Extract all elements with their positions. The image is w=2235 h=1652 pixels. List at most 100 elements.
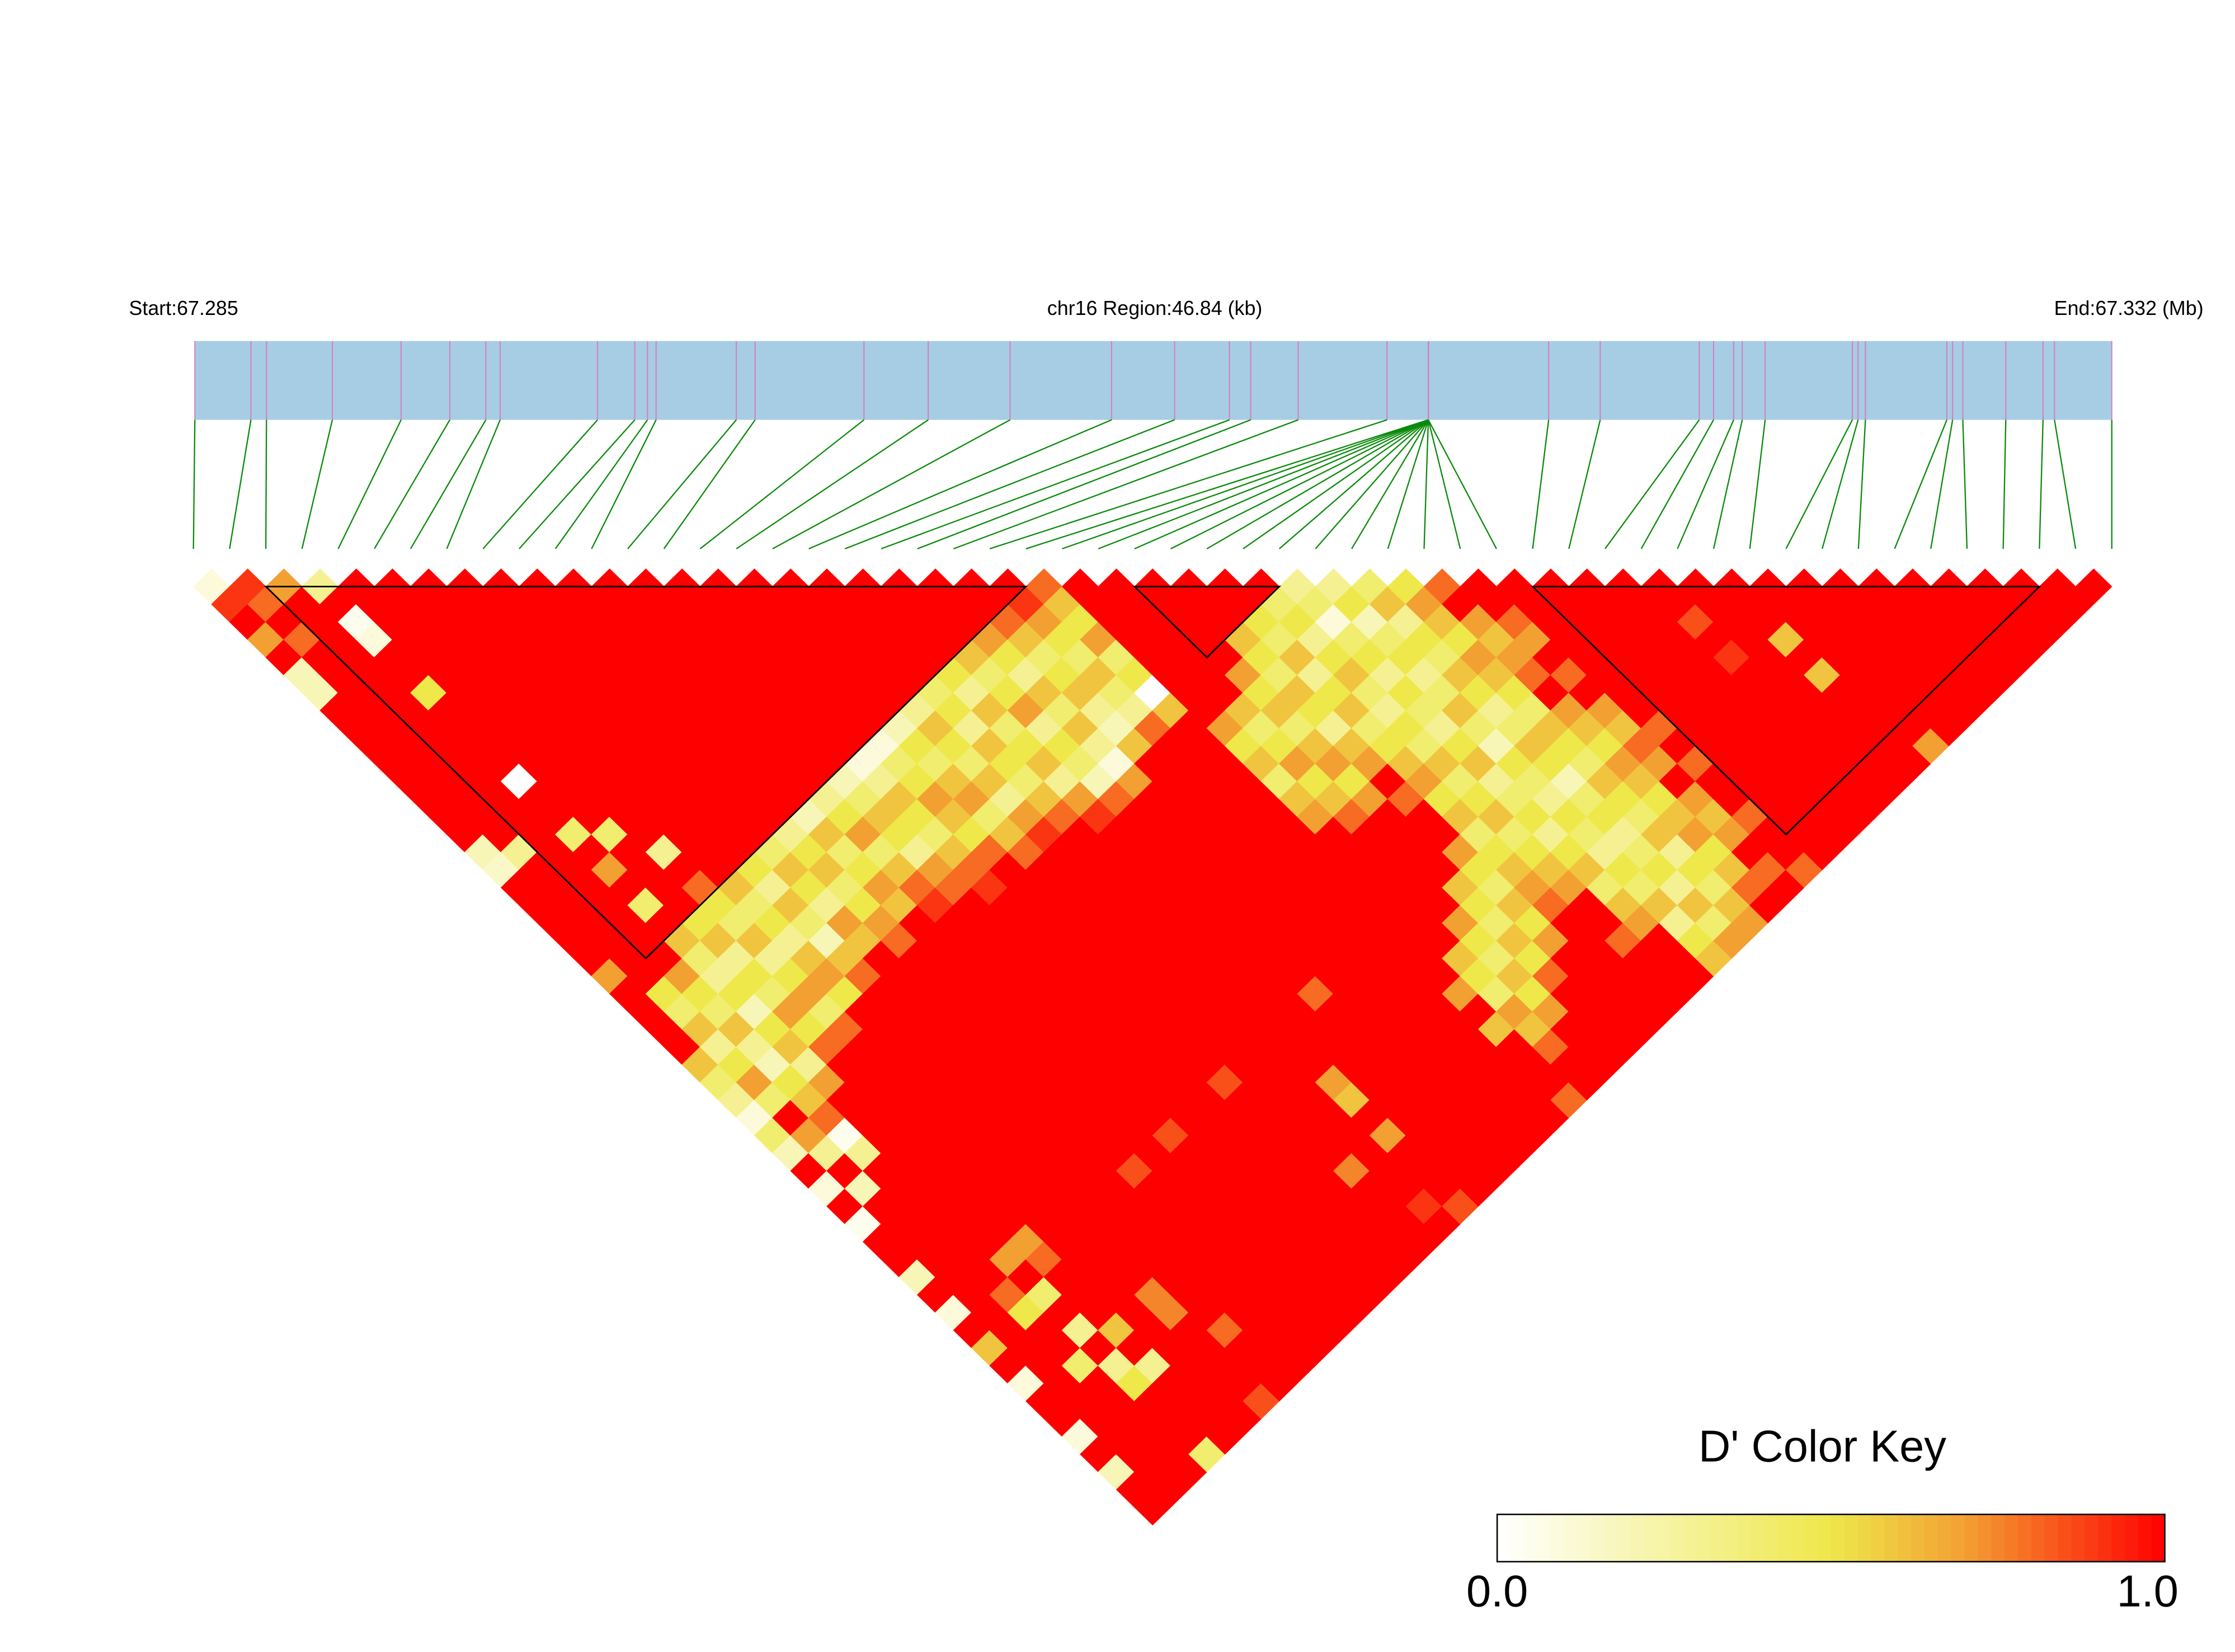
snp-link [554, 419, 648, 549]
color-key-step [1523, 1514, 1538, 1562]
color-key-step [1617, 1514, 1631, 1562]
color-key-step [1777, 1514, 1791, 1562]
snp-link [301, 420, 333, 549]
color-key-step [2071, 1514, 2086, 1562]
color-key-step [1671, 1514, 1685, 1562]
start-label: Start:67.285 [129, 297, 238, 319]
color-key-step [1964, 1514, 1979, 1562]
color-key-step [1644, 1514, 1658, 1562]
color-key-step [2017, 1514, 2032, 1562]
end-label: End:67.332 (Mb) [2054, 297, 2204, 319]
color-key-step [2005, 1514, 2018, 1562]
snp-link [1387, 420, 1429, 549]
color-key-step [1537, 1514, 1551, 1562]
color-key-step [1630, 1514, 1645, 1562]
snp-link [410, 419, 487, 549]
snp-link [1930, 420, 1954, 549]
color-key-step [1991, 1514, 2005, 1562]
snp-link [1025, 419, 1429, 550]
color-key-step [1711, 1514, 1725, 1562]
snp-link [1351, 419, 1429, 549]
color-key-step [1577, 1514, 1591, 1562]
snp-link [1427, 420, 1461, 549]
snp-link [229, 420, 252, 549]
color-key-step [1511, 1514, 1524, 1562]
color-key-step [2044, 1514, 2059, 1562]
color-key-step [2151, 1514, 2166, 1562]
color-key-step [2124, 1514, 2139, 1562]
color-key-step [1684, 1514, 1698, 1562]
snp-link [1206, 419, 1429, 549]
color-key-step [1871, 1514, 1885, 1562]
ld-cell [2075, 568, 2112, 605]
color-key-tick-label: 0.0 [1466, 1566, 1528, 1616]
color-key-step [2058, 1514, 2072, 1562]
color-key-step [1884, 1514, 1898, 1562]
snp-link [1278, 419, 1429, 549]
region-bar [195, 341, 2112, 420]
snp-link [1857, 420, 1866, 549]
color-key-step [1604, 1514, 1618, 1562]
ld-block [1132, 586, 1282, 659]
color-key-step [1724, 1514, 1738, 1562]
color-key-step [2031, 1514, 2045, 1562]
color-key-step [1831, 1514, 1845, 1562]
ld-block [264, 586, 1028, 960]
snp-link [627, 419, 737, 549]
snp-link [953, 419, 1298, 550]
snp-link [1428, 419, 1497, 549]
region-label: chr16 Region:46.84 (kb) [1047, 297, 1263, 319]
color-key-step [2111, 1514, 2125, 1562]
color-key-step [2085, 1514, 2098, 1562]
color-key-step [1857, 1514, 1872, 1562]
snp-link [1062, 419, 1429, 550]
color-key-step [2098, 1514, 2112, 1562]
color-key-step [1657, 1514, 1672, 1562]
snp-link [1962, 420, 1968, 549]
color-key-step [1937, 1514, 1952, 1562]
color-key-step [1497, 1514, 1511, 1562]
snp-link [1640, 419, 1714, 549]
color-key-step [1978, 1514, 1992, 1562]
snp-link [917, 419, 1251, 550]
snp-link [591, 419, 657, 549]
color-key-step [1924, 1514, 1938, 1562]
snp-link [519, 419, 636, 549]
color-key-step [1591, 1514, 1605, 1562]
snp-link [1315, 419, 1429, 549]
snp-link [446, 420, 501, 549]
color-key-step [1564, 1514, 1578, 1562]
color-key-title: D' Color Key [1698, 1422, 1946, 1471]
color-key-step [1804, 1514, 1818, 1562]
color-key-border [1496, 1513, 2166, 1562]
snp-link [337, 419, 402, 549]
snp-link [844, 419, 1175, 550]
snp-link [699, 419, 865, 549]
snp-link [482, 419, 598, 549]
color-key-step [1751, 1514, 1765, 1562]
snp-link [772, 419, 1011, 549]
snp-link [192, 420, 196, 549]
snp-link [374, 419, 451, 549]
snp-link [1894, 420, 1948, 549]
snp-link [1749, 420, 1766, 549]
snp-link [663, 419, 756, 549]
snp-link [2039, 420, 2044, 549]
color-key-step [1737, 1514, 1752, 1562]
snp-link [1605, 419, 1700, 549]
snp-link [1243, 419, 1429, 549]
snp-link [881, 419, 1230, 550]
snp-link [808, 419, 1112, 550]
snp-link [1423, 420, 1429, 549]
snp-link [1822, 420, 1859, 549]
color-key-step [2138, 1514, 2152, 1562]
snp-link [736, 419, 929, 549]
snp-link [2054, 420, 2077, 549]
snp-link [989, 419, 1387, 550]
color-key-step [1817, 1514, 1832, 1562]
snp-link [2002, 420, 2007, 549]
color-key-step [1697, 1514, 1711, 1562]
color-key-step [1791, 1514, 1805, 1562]
snp-link [1134, 419, 1429, 550]
